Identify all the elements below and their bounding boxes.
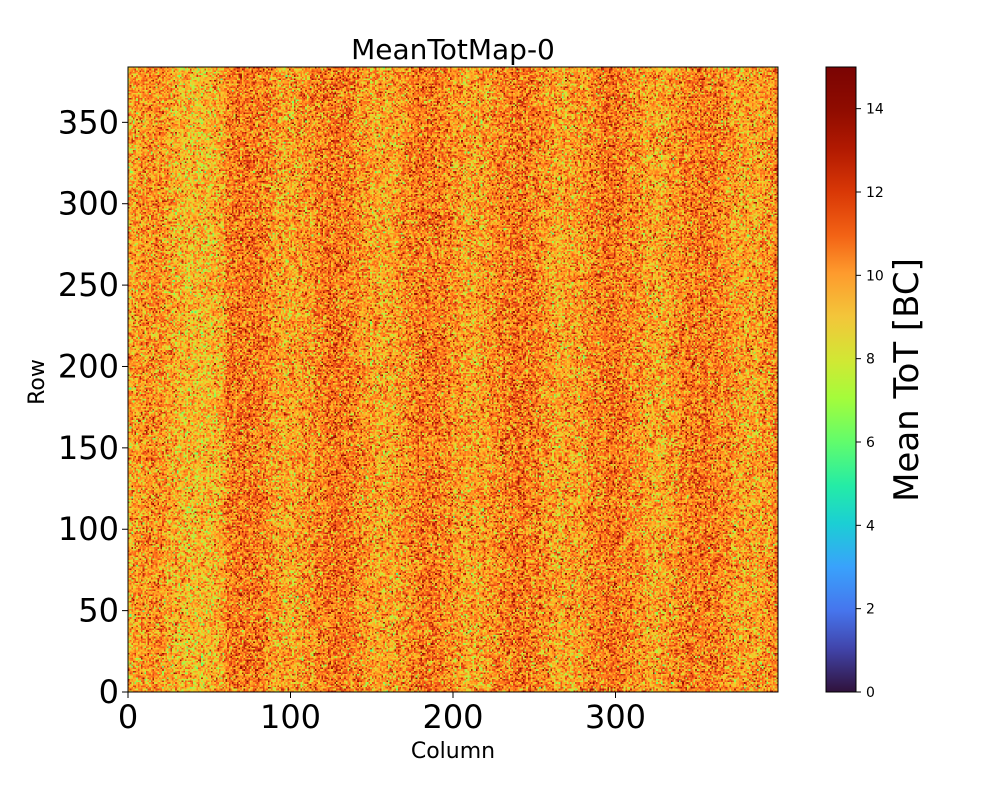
x-tick-label: 300: [585, 698, 646, 736]
x-axis-label: Column: [411, 739, 495, 764]
colorbar-tick-label: 4: [866, 518, 875, 534]
colorbar-gradient: [826, 67, 856, 692]
x-axis-ticks: 0 100 200 300: [118, 692, 646, 736]
colorbar-tick-label: 14: [866, 102, 884, 118]
colorbar-tick-label: 8: [866, 352, 875, 368]
y-tick-label: 50: [78, 592, 119, 630]
heatmap-plot: [127, 66, 779, 693]
colorbar-tick-label: 6: [866, 435, 875, 451]
y-tick-label: 300: [58, 185, 119, 223]
chart-title: MeanTotMap-0: [351, 33, 555, 66]
y-axis-ticks: 0 50 100 150 200 250 300 350: [58, 103, 128, 711]
y-tick-label: 200: [58, 347, 119, 385]
y-tick-label: 250: [58, 266, 119, 304]
colorbar-tick-label: 2: [866, 602, 875, 618]
y-axis-label: Row: [25, 359, 50, 405]
y-tick-label: 150: [58, 429, 119, 467]
colorbar-frame: [825, 66, 857, 693]
colorbar-tick-label: 0: [866, 685, 875, 701]
colorbar-ticks: 0 2 4 6 8 10 12 14: [856, 102, 884, 701]
heatmap-canvas: [128, 67, 778, 692]
x-tick-label: 200: [422, 698, 483, 736]
x-tick-label: 100: [260, 698, 321, 736]
x-tick-label: 0: [118, 698, 138, 736]
y-tick-label: 350: [58, 103, 119, 141]
y-tick-label: 100: [58, 510, 119, 548]
y-tick-label: 0: [99, 673, 119, 711]
colorbar-tick-label: 10: [866, 268, 884, 284]
colorbar-label: Mean ToT [BC]: [887, 258, 927, 502]
colorbar-tick-label: 12: [866, 185, 884, 201]
heatmap-canvas-wrapper: [128, 67, 778, 692]
colorbar: 0 2 4 6 8 10 12 14 Mean ToT [BC]: [825, 66, 927, 701]
